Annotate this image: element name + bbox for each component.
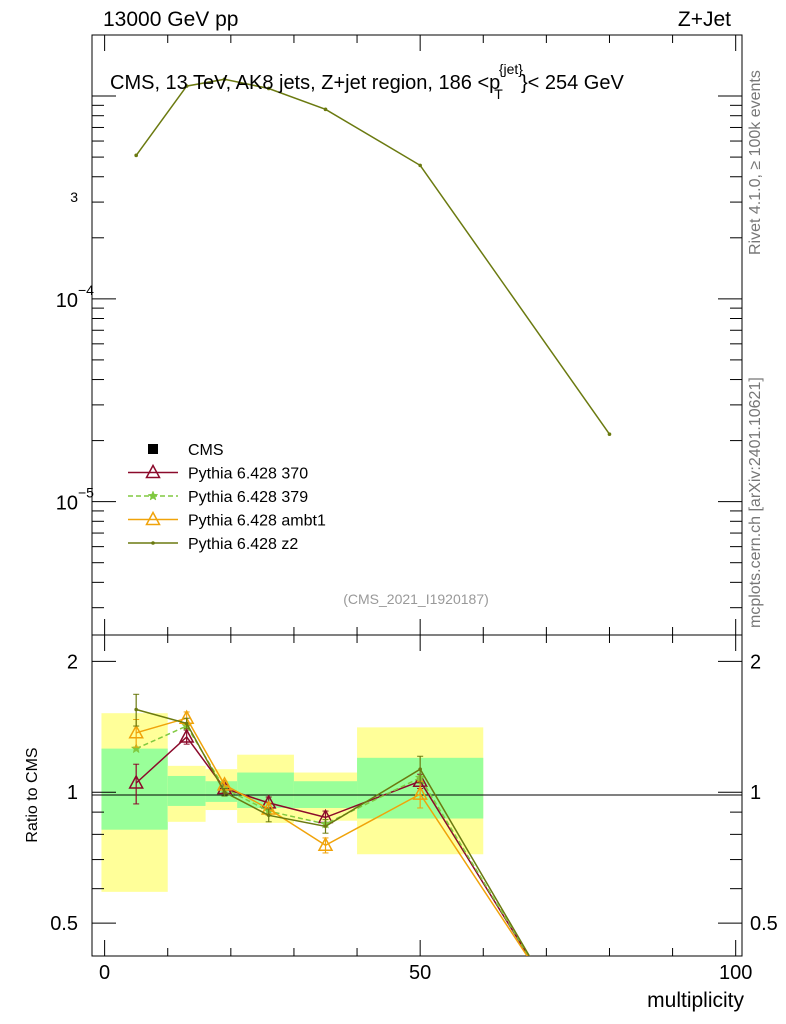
marker-dot (134, 707, 138, 712)
y-tick-label: 3 (70, 189, 78, 205)
marker-star (130, 742, 142, 754)
band-green (101, 748, 168, 830)
marker-dot (607, 432, 612, 437)
y-tick-label: 10 (56, 290, 78, 312)
legend: CMS Pythia 6.428 370 Pythia 6.428 379 Pythi… (128, 442, 326, 553)
y-tick-label-ratio-right: 2 (750, 651, 761, 673)
marker-dot (266, 86, 271, 91)
marker-dot (323, 107, 328, 112)
ratio-y-axis-ticks: 0.5 0.5 1 1 2 2 (50, 651, 778, 935)
header-right: Z+Jet (678, 8, 731, 31)
ratio-series (128, 693, 531, 956)
legend-label: Pythia 6.428 370 (188, 466, 308, 483)
plot-title-sup: {jet} (499, 61, 523, 77)
y-tick-label-ratio-right: 0.5 (750, 913, 778, 935)
marker-triangle (178, 728, 195, 743)
marker-dot (184, 721, 189, 726)
legend-label: Pythia 6.428 ambt1 (188, 513, 326, 530)
band-green (167, 775, 206, 806)
marker-star (147, 490, 159, 501)
ratio-y-axis-label: Ratio to CMS (24, 747, 41, 842)
plot-title-post: }< 254 GeV (521, 72, 625, 94)
y-tick-label-ratio: 2 (67, 651, 78, 673)
x-tick-label: 50 (409, 962, 431, 984)
ratio-series-line (135, 725, 530, 956)
marker-triangle (145, 510, 161, 526)
main-series-line (135, 78, 611, 435)
plot-title-sub: T (494, 86, 503, 102)
legend-label: CMS (188, 442, 224, 459)
marker-dot (222, 790, 227, 795)
marker-dot (418, 163, 422, 168)
x-axis-label: multiplicity (647, 989, 744, 1012)
marker-triangle (145, 463, 161, 479)
y-tick-label-ratio-right: 1 (750, 782, 761, 804)
plot-title-pre: CMS, 13 TeV, AK8 jets, Z+jet region, 186… (110, 72, 500, 94)
marker-triangle (317, 836, 334, 852)
marker-dot (134, 153, 138, 158)
y-tick-label-ratio: 1 (67, 782, 78, 804)
plot-title: CMS, 13 TeV, AK8 jets, Z+jet region, 186… (110, 61, 624, 102)
main-series (134, 77, 612, 437)
y-tick-label-exponent: −5 (78, 485, 94, 501)
header-left: 13000 GeV pp (103, 8, 238, 31)
y-tick-label-exponent: −4 (78, 282, 94, 298)
marker-dot (418, 767, 422, 771)
legend-label: Pythia 6.428 379 (188, 489, 308, 506)
y-tick-label: 10 (56, 493, 78, 515)
marker-triangle (128, 774, 144, 789)
uncertainty-bands (101, 713, 484, 892)
marker-dot (266, 813, 271, 818)
marker-dot (184, 84, 189, 88)
ratio-series-group (128, 693, 531, 956)
x-tick-label: 0 (99, 962, 110, 984)
y-tick-label-ratio: 0.5 (50, 913, 78, 935)
mcplots-label: mcplots.cern.ch [arXiv:2401.10621] (747, 377, 764, 628)
marker-dot (222, 77, 227, 82)
ratio-series-line (135, 717, 529, 956)
legend-label: Pythia 6.428 z2 (188, 536, 298, 553)
marker-triangle (412, 785, 428, 800)
marker-dot (323, 824, 328, 829)
marker-square (148, 444, 158, 454)
marker-dot (151, 541, 155, 545)
x-axis-ticks: 0 50 100 (99, 35, 752, 984)
marker-triangle (128, 724, 144, 739)
main-y-axis-ticks: 10 −510 −43 (56, 34, 742, 609)
rivet-label: Rivet 4.1.0, ≥ 100k events (747, 70, 764, 255)
x-tick-label: 100 (719, 962, 752, 984)
analysis-watermark: (CMS_2021_I1920187) (343, 591, 489, 607)
